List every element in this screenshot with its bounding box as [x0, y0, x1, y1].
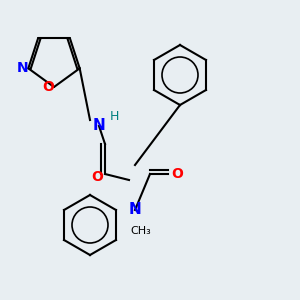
Text: O: O	[92, 170, 104, 184]
Text: O: O	[171, 167, 183, 181]
Text: N: N	[129, 202, 141, 217]
Text: N: N	[16, 61, 28, 75]
Text: O: O	[42, 80, 54, 94]
Text: H: H	[109, 110, 119, 124]
Text: CH₃: CH₃	[130, 226, 152, 236]
Text: N: N	[93, 118, 105, 134]
